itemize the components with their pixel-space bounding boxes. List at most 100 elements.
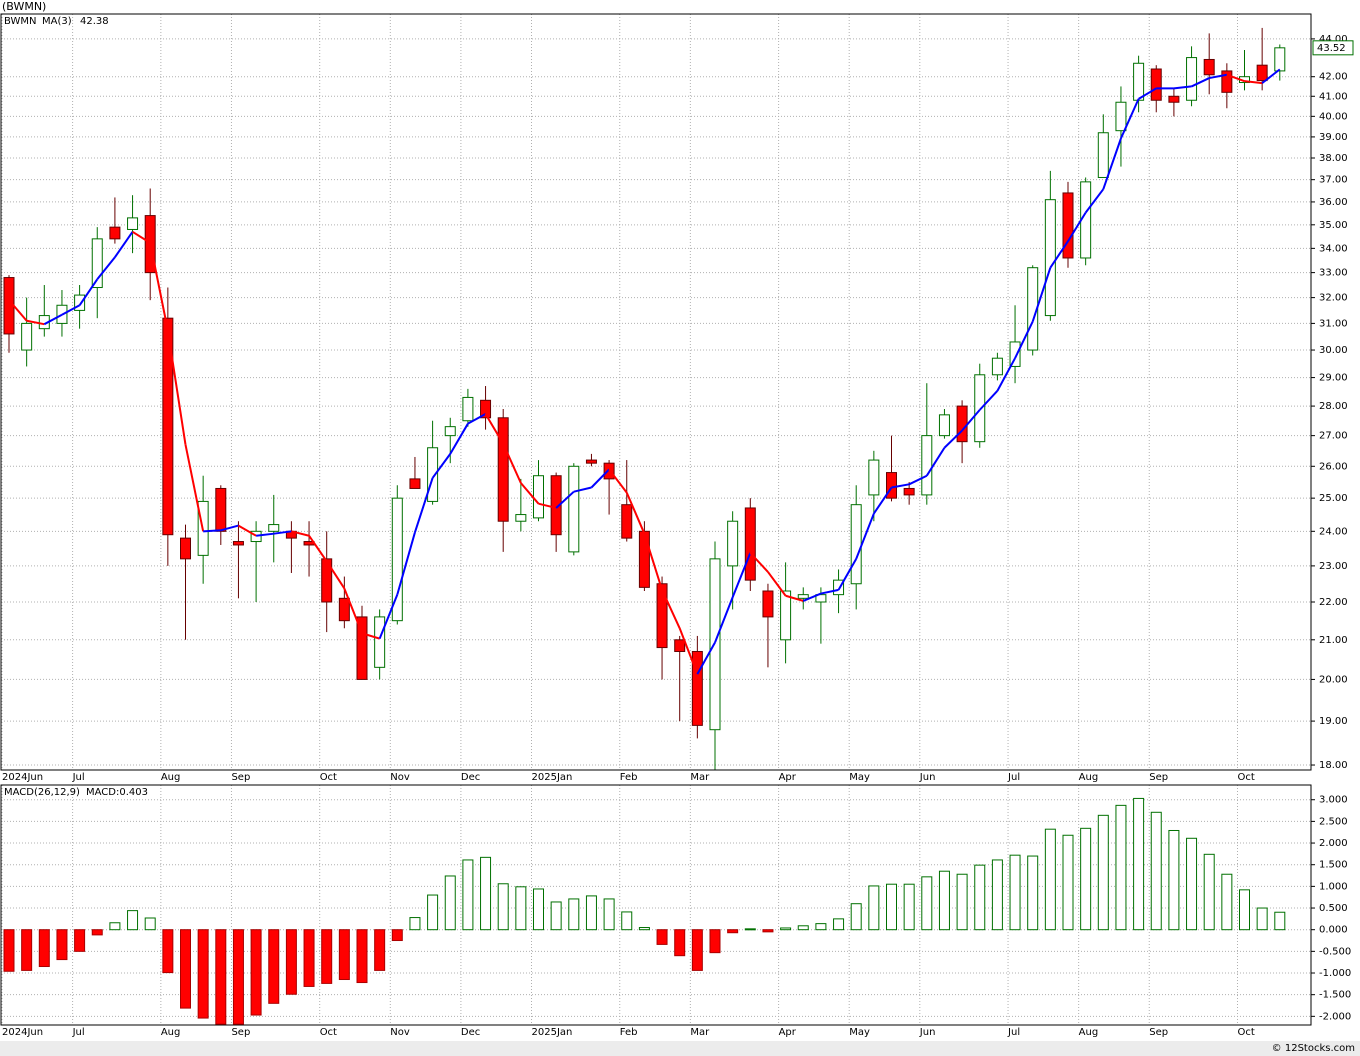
candle-body [1097, 132, 1109, 178]
macd-bar [38, 929, 50, 968]
candle-body [938, 414, 950, 437]
x-tick-label: Jun [919, 1027, 936, 1038]
macd-bar [1186, 837, 1198, 931]
x-tick-label: Oct [1238, 1027, 1255, 1038]
macd-bar [638, 927, 650, 931]
ma-segment [891, 483, 910, 489]
x-tick-label: May [849, 1027, 870, 1038]
macd-bar [603, 898, 615, 931]
x-tick-label: Sep [231, 1027, 250, 1038]
ma-segment [520, 482, 540, 505]
macd-bar [903, 883, 915, 931]
macd-bar [232, 929, 244, 1025]
ma-segment [1209, 73, 1228, 80]
y-tick-label: 2.000 [1319, 838, 1348, 849]
ma-segment [1191, 77, 1210, 88]
macd-bar [127, 910, 139, 931]
macd-bar [409, 917, 421, 931]
y-tick-label: 38.00 [1319, 153, 1348, 164]
macd-bar [162, 929, 174, 974]
y-tick-label: 36.00 [1319, 197, 1348, 208]
ma-segment [908, 474, 928, 486]
y-tick-label: 32.00 [1319, 293, 1348, 304]
ma-segment [1031, 267, 1052, 322]
candle-body [1203, 58, 1215, 76]
ma-segment [43, 313, 63, 326]
candle-body [797, 594, 809, 599]
ma-segment [378, 594, 399, 640]
macd-bar [1027, 855, 1039, 931]
ma-segment [149, 242, 169, 331]
ma-segment [767, 571, 787, 597]
candle-body [1133, 62, 1145, 101]
ma-segment [1261, 68, 1281, 84]
x-tick-label: Jun [919, 772, 936, 783]
macd-bar [1062, 834, 1074, 931]
ma-segment [449, 423, 469, 455]
ma-segment [802, 592, 822, 602]
ma-segment [467, 413, 487, 425]
candle-body [1168, 95, 1180, 103]
x-tick-label: Aug [161, 1027, 181, 1038]
candle-body [1150, 68, 1162, 101]
ma-segment [538, 502, 557, 509]
candle-body [850, 504, 862, 585]
legend-entry: MA(3) [42, 16, 72, 27]
macd-bar [144, 917, 156, 931]
x-tick-label: Jul [72, 772, 85, 783]
candle-body [621, 504, 633, 539]
x-tick-label: Jul [1007, 772, 1020, 783]
macd-bar [109, 922, 121, 931]
y-tick-label: 34.00 [1319, 243, 1348, 254]
ma-segment [484, 413, 505, 445]
x-tick-label: Sep [1149, 772, 1168, 783]
x-tick-label: Apr [779, 772, 797, 783]
y-tick-label: 20.00 [1319, 674, 1348, 685]
macd-bar [974, 864, 986, 931]
ma-segment [502, 443, 522, 484]
candle-body [462, 396, 474, 422]
macd-bar [497, 883, 509, 931]
y-tick-label: 41.00 [1319, 91, 1348, 102]
ma-segment [237, 524, 257, 537]
candle-body [250, 530, 262, 543]
ma-segment [273, 530, 292, 535]
ma-segment [96, 256, 116, 280]
x-tick-label: 2025Jan [532, 1027, 573, 1038]
y-tick-label: 31.00 [1319, 318, 1348, 329]
x-tick-label: 2024Jun [2, 1027, 43, 1038]
ma-segment [61, 304, 81, 316]
macd-bar [356, 929, 368, 984]
macd-bar [833, 918, 845, 931]
candle-body [480, 399, 492, 419]
candle-body [74, 294, 86, 311]
x-tick-label: Oct [320, 1027, 337, 1038]
macd-bar [91, 929, 103, 936]
x-tick-label: Mar [690, 1027, 710, 1038]
candle-body [656, 583, 668, 649]
x-tick-label: Nov [390, 772, 410, 783]
macd-bar [780, 927, 792, 931]
macd-bar [886, 883, 897, 931]
macd-bar [709, 929, 721, 954]
ma-segment [396, 532, 416, 595]
macd-bar [180, 929, 191, 1009]
y-tick-label: 42.00 [1319, 72, 1348, 83]
y-tick-label: 35.00 [1319, 220, 1348, 231]
x-tick-label: Mar [690, 772, 710, 783]
macd-bar [444, 875, 456, 931]
macd-bar [585, 895, 597, 931]
y-tick-label: 21.00 [1319, 635, 1348, 646]
y-tick-label: 28.00 [1319, 401, 1348, 412]
panel-subtitle: MACD:0.403 [86, 787, 148, 798]
macd-bar [991, 859, 1003, 931]
y-tick-label: 33.00 [1319, 268, 1348, 279]
candle-body [691, 650, 703, 726]
ma-segment [220, 524, 239, 532]
x-tick-label: Aug [1079, 772, 1099, 783]
macd-bar [391, 929, 403, 942]
candle-body [374, 616, 386, 668]
ma-segment [855, 513, 875, 560]
macd-bar [1274, 911, 1286, 931]
ma-segment [1084, 188, 1105, 214]
